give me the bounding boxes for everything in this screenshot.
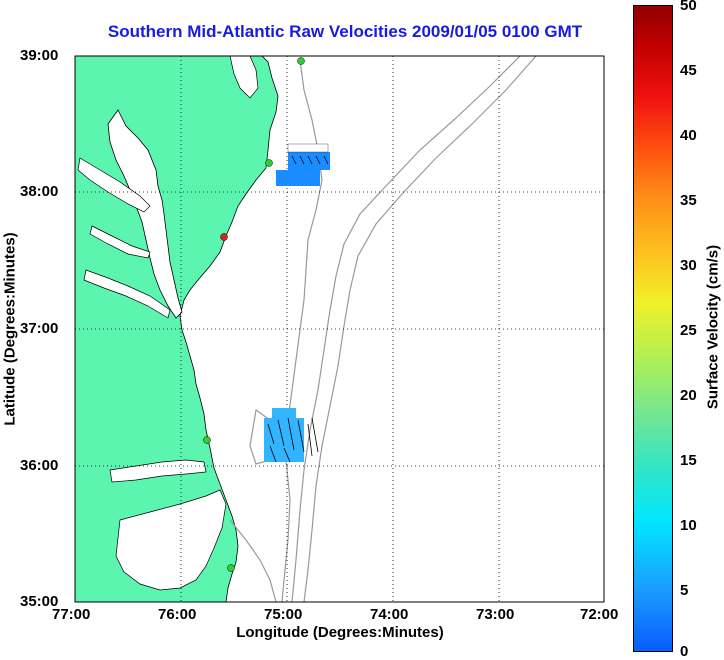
pamlico-sound bbox=[115, 489, 227, 591]
map-title: Southern Mid-Atlantic Raw Velocities 200… bbox=[107, 22, 583, 41]
york-james-river bbox=[83, 269, 171, 319]
station-marker bbox=[203, 436, 211, 444]
x-tick-label: 72:00 bbox=[580, 606, 619, 623]
colorbar-tick: 50 bbox=[680, 0, 697, 14]
y-tick-label: 39:00 bbox=[20, 47, 59, 64]
delaware-bay bbox=[229, 55, 259, 99]
lat-lon-grid bbox=[75, 56, 604, 602]
colorbar bbox=[633, 5, 673, 652]
y-tick-label: 37:00 bbox=[20, 320, 59, 337]
colorbar-tick: 40 bbox=[680, 127, 697, 144]
colorbar-tick: 15 bbox=[680, 452, 697, 469]
station-marker bbox=[297, 57, 305, 65]
x-tick-label: 74:00 bbox=[370, 606, 409, 623]
velocity-patch-south bbox=[264, 408, 319, 463]
colorbar-tick: 25 bbox=[680, 322, 697, 339]
velocity-patch-north bbox=[276, 143, 330, 186]
plot-frame bbox=[74, 55, 605, 603]
x-tick-label: 75:00 bbox=[264, 606, 303, 623]
y-tick-label: 38:00 bbox=[20, 183, 59, 200]
x-tick-label: 76:00 bbox=[158, 606, 197, 623]
colorbar-tick: 10 bbox=[680, 517, 697, 534]
colorbar-tick: 30 bbox=[680, 257, 697, 274]
colorbar-tick: 5 bbox=[680, 582, 689, 599]
colorbar-tick: 45 bbox=[680, 62, 697, 79]
y-axis-label: Latitude (Degrees:Minutes) bbox=[1, 232, 19, 426]
station-marker-inactive bbox=[220, 233, 228, 241]
chesapeake-bay bbox=[107, 109, 183, 319]
albemarle-sound bbox=[109, 459, 207, 483]
potomac-river bbox=[77, 157, 151, 213]
x-axis-label: Longitude (Degrees:Minutes) bbox=[236, 624, 444, 641]
rappahannock-river bbox=[89, 225, 151, 259]
station-marker bbox=[265, 159, 273, 167]
colorbar-label: Surface Velocity (cm/s) bbox=[704, 244, 722, 410]
x-tick-label: 77:00 bbox=[52, 606, 91, 623]
y-tick-label: 35:00 bbox=[20, 593, 59, 610]
colorbar-tick: 0 bbox=[680, 643, 689, 660]
y-tick-label: 36:00 bbox=[20, 457, 59, 474]
x-tick-label: 73:00 bbox=[476, 606, 515, 623]
colorbar-tick: 35 bbox=[680, 192, 697, 209]
colorbar-tick: 20 bbox=[680, 387, 697, 404]
station-marker bbox=[227, 564, 235, 572]
